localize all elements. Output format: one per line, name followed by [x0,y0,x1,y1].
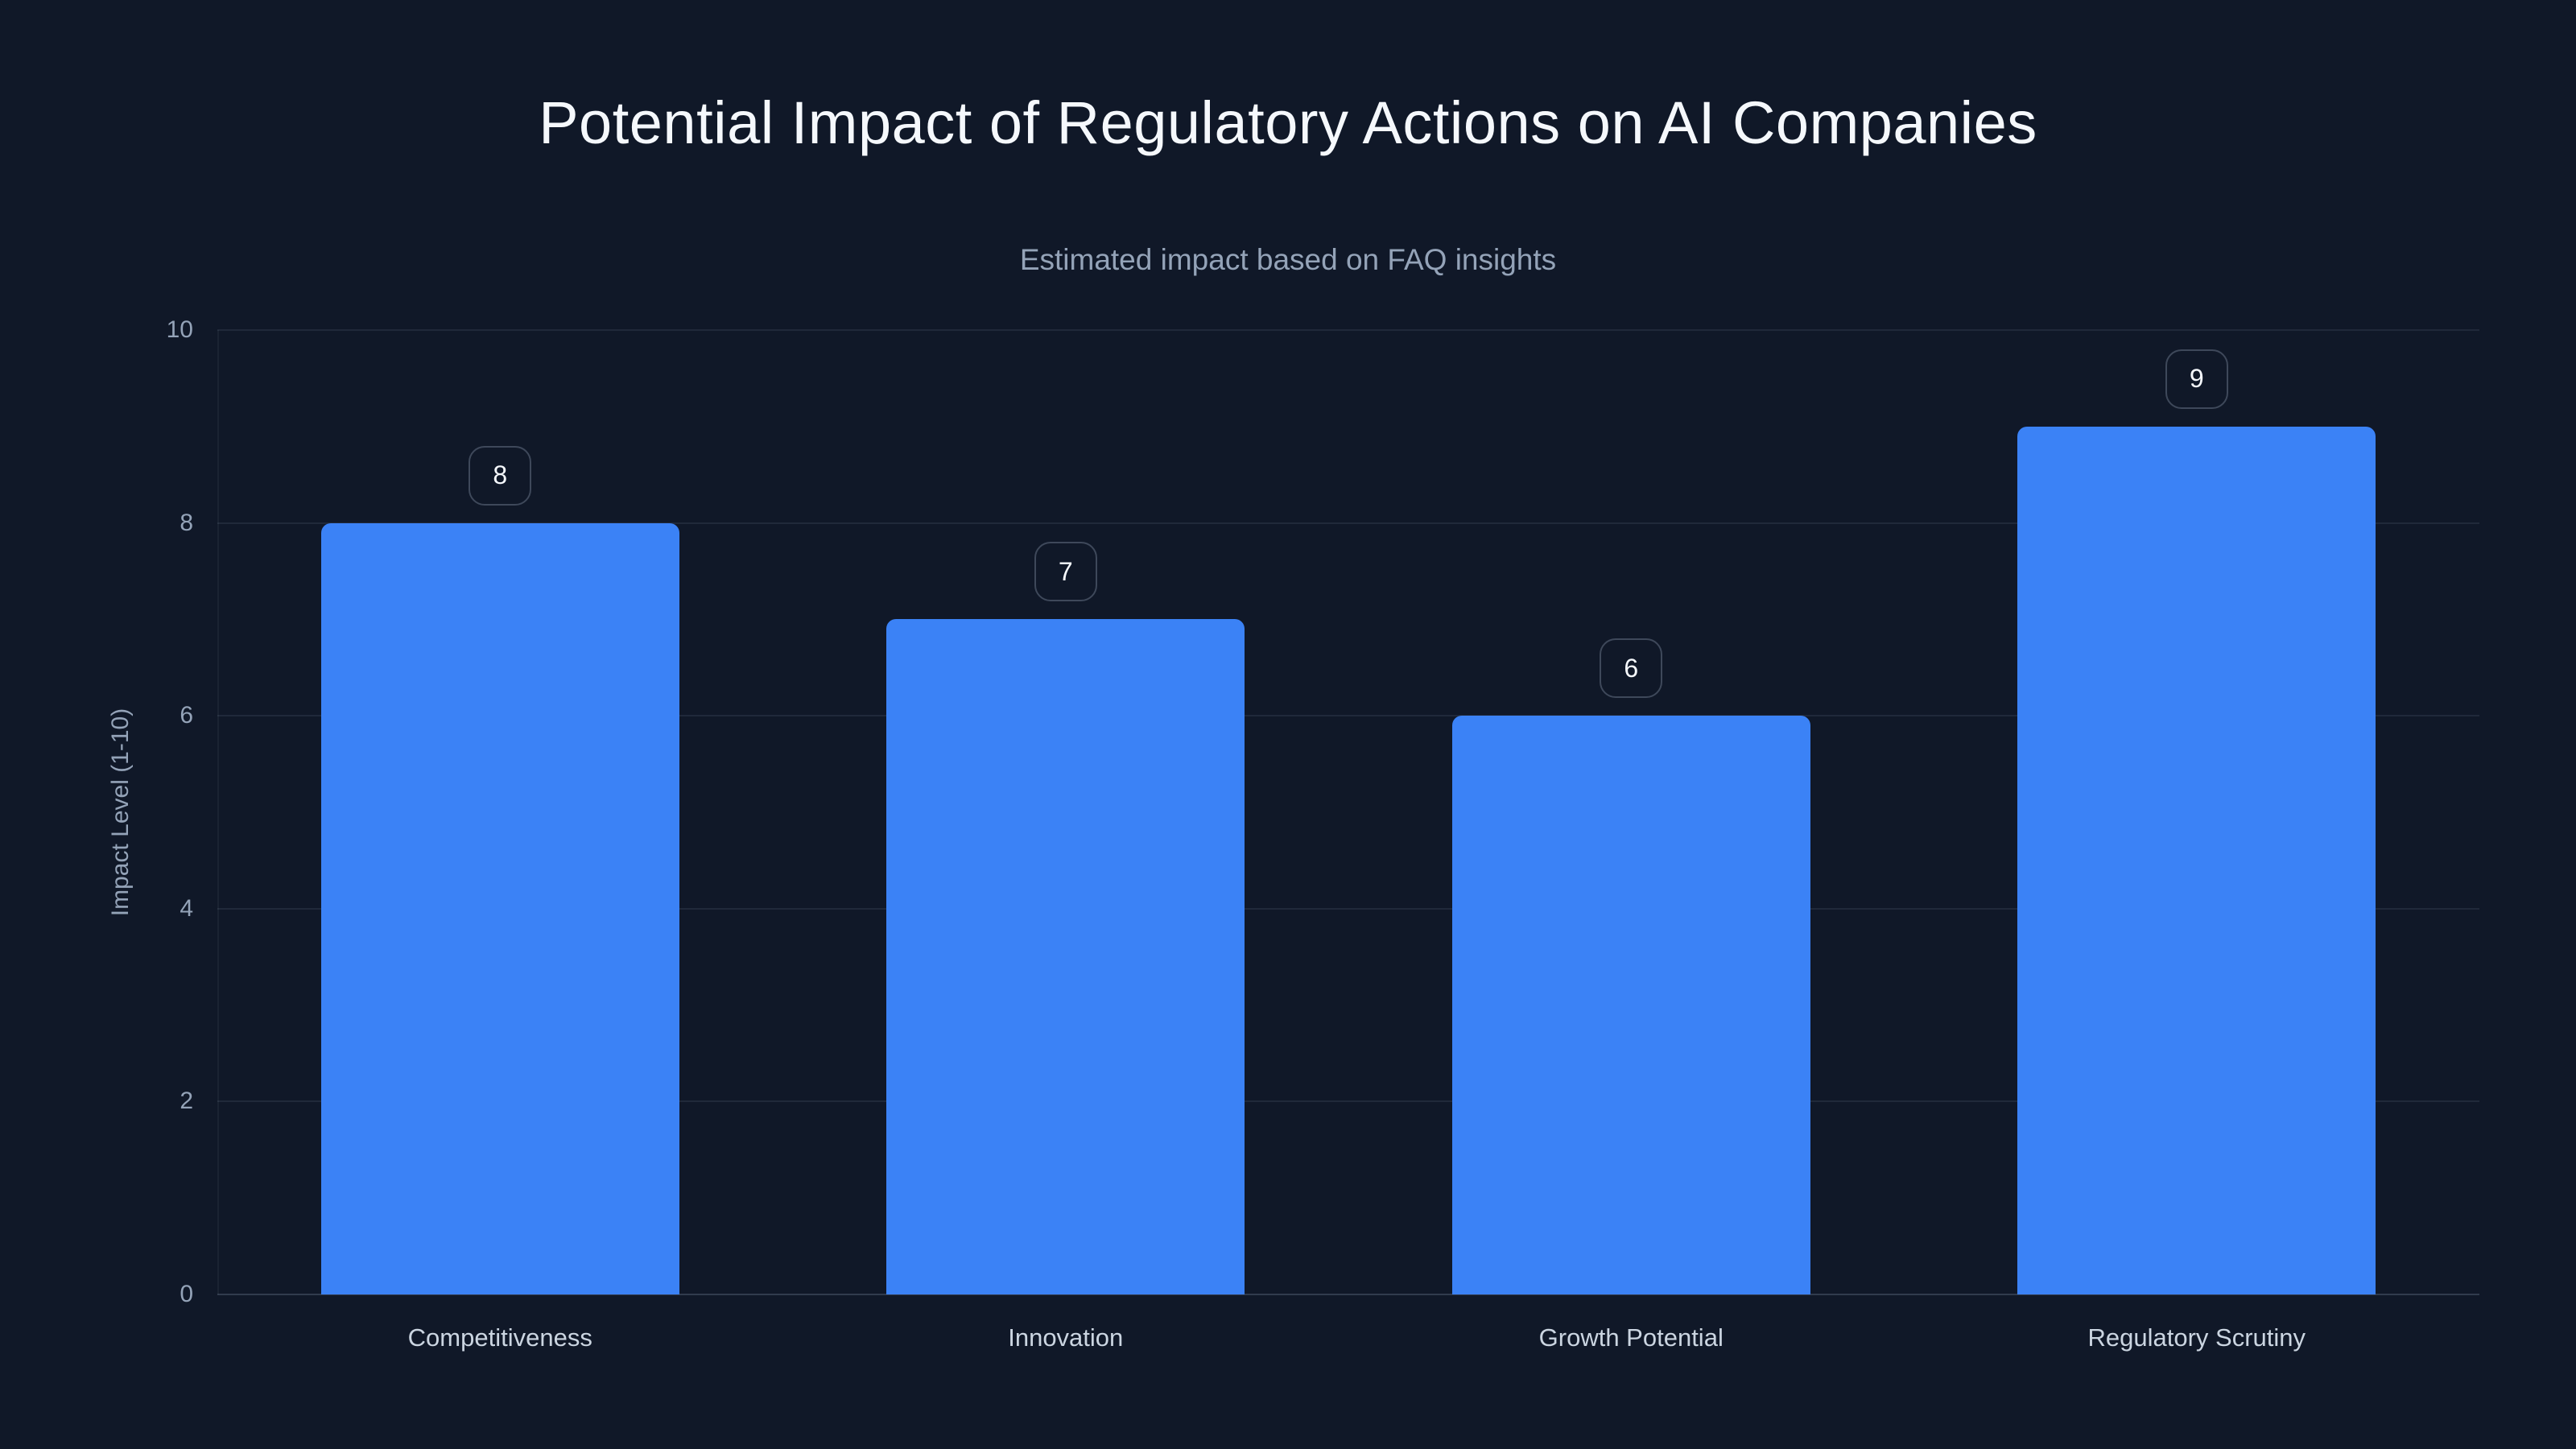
gridline-y-10 [217,329,2479,331]
y-tick-label-0: 0 [180,1281,193,1307]
x-axis-label-growth-potential: Growth Potential [1538,1323,1724,1352]
chart-title: Potential Impact of Regulatory Actions o… [539,89,2037,156]
x-axis-label-innovation: Innovation [1008,1323,1124,1352]
bar-regulatory-scrutiny [2017,426,2376,1294]
x-axis-label-regulatory-scrutiny: Regulatory Scrutiny [2087,1323,2306,1352]
y-tick-label-8: 8 [180,509,193,536]
gridline-y-2 [217,1100,2479,1103]
value-label-badge-growth-potential: 6 [1600,638,1663,699]
gridline-y-0 [217,1294,2479,1295]
gridline-y-4 [217,907,2479,910]
value-label-badge-regulatory-scrutiny: 9 [2165,349,2228,409]
bar-growth-potential [1451,716,1810,1294]
gridline-y-8 [217,522,2479,524]
bar-innovation [886,619,1245,1294]
x-axis-label-competitiveness: Competitiveness [407,1323,592,1352]
y-axis-title: Impact Level (1-10) [107,708,134,917]
bar-competitiveness [320,522,679,1294]
plot-area [217,329,2479,1295]
y-tick-label-4: 4 [180,894,193,922]
y-tick-label-2: 2 [180,1088,193,1115]
gridline-y-6 [217,715,2479,717]
y-tick-label-6: 6 [180,702,193,729]
y-tick-label-10: 10 [166,316,193,343]
y-axis-line [217,330,219,1294]
value-label-badge-innovation: 7 [1034,542,1097,602]
value-label-badge-competitiveness: 8 [469,445,532,506]
chart-subtitle: Estimated impact based on FAQ insights [1019,243,1557,276]
